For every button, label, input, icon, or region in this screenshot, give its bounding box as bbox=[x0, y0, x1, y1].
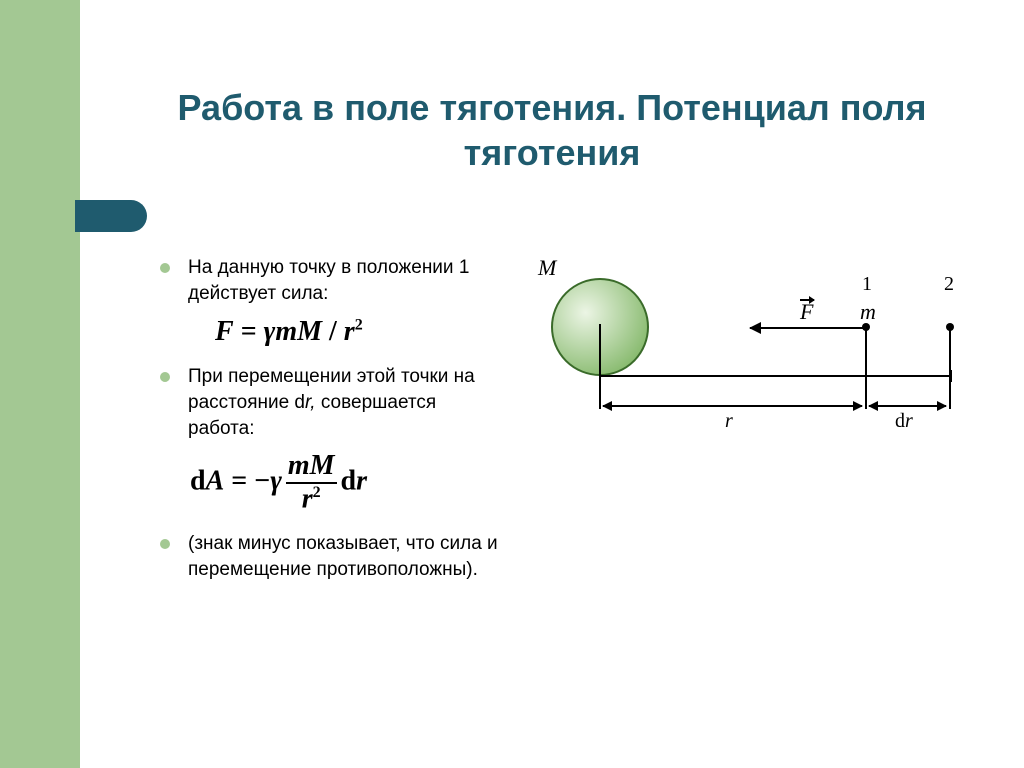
left-sidebar bbox=[0, 0, 80, 768]
dim-r-label: r bbox=[725, 410, 733, 433]
f2-A: A bbox=[206, 466, 225, 497]
accent-pill bbox=[75, 200, 147, 232]
f1-sq: 2 bbox=[355, 317, 363, 334]
axis-line bbox=[600, 375, 952, 377]
center-drop bbox=[599, 327, 601, 377]
f2-sq: 2 bbox=[313, 484, 321, 501]
label-m: m bbox=[860, 299, 876, 325]
tick-center-ext bbox=[599, 375, 601, 409]
f1-eq: = bbox=[234, 316, 264, 347]
slide-content: Работа в поле тяготения. Потенциал поля … bbox=[80, 0, 1024, 768]
bullet-1-text: На данную точку в положении 1 действует … bbox=[188, 257, 469, 304]
f2-mM: mM bbox=[288, 450, 335, 481]
dim-r bbox=[603, 405, 862, 407]
bullet-2: При перемещении этой точки на расстояние… bbox=[160, 364, 500, 441]
tick-1 bbox=[865, 327, 867, 377]
gravitation-diagram: M bbox=[530, 255, 960, 455]
vector-arrow-over-F bbox=[800, 299, 814, 301]
diagram-column: M bbox=[500, 255, 1024, 592]
f1-gamma: γ bbox=[264, 316, 276, 347]
formula-force: F = γmM / r2 bbox=[215, 316, 500, 348]
f2-minus: − bbox=[254, 466, 270, 497]
f2-fraction: mMr2 bbox=[286, 451, 337, 515]
f1-F: F bbox=[215, 316, 234, 347]
slide-title: Работа в поле тяготения. Потенциал поля … bbox=[80, 0, 1024, 185]
bullet-1: На данную точку в положении 1 действует … bbox=[160, 255, 500, 306]
f2-eq: = bbox=[224, 466, 254, 497]
bullet-2-r: r, bbox=[305, 392, 316, 413]
f2-d: d bbox=[190, 466, 206, 497]
f1-r: r bbox=[344, 316, 355, 347]
label-1: 1 bbox=[862, 273, 872, 296]
formula-work: dA = −γmMr2dr bbox=[190, 451, 500, 515]
f1-slash: / bbox=[322, 316, 344, 347]
force-arrow bbox=[750, 327, 865, 329]
dim-dr bbox=[869, 405, 946, 407]
f2-r: r bbox=[302, 483, 313, 514]
f1-mM: mM bbox=[275, 316, 322, 347]
columns: На данную точку в положении 1 действует … bbox=[80, 255, 1024, 592]
tick-2 bbox=[949, 327, 951, 409]
f2-dr-d: d bbox=[341, 466, 357, 497]
bullet-list: На данную точку в положении 1 действует … bbox=[160, 255, 500, 582]
f2-gamma: γ bbox=[270, 466, 282, 497]
text-column: На данную точку в положении 1 действует … bbox=[80, 255, 500, 592]
dim-dr-d: d bbox=[895, 410, 905, 432]
f2-dr-r: r bbox=[356, 466, 367, 497]
tick-1-ext bbox=[865, 375, 867, 409]
dim-dr-label: dr bbox=[895, 410, 913, 433]
label-2: 2 bbox=[944, 273, 954, 296]
dim-dr-r: r bbox=[905, 410, 913, 432]
bullet-3: (знак минус показывает, что сила и перем… bbox=[160, 531, 500, 582]
bullet-3-text: (знак минус показывает, что сила и перем… bbox=[188, 533, 498, 580]
